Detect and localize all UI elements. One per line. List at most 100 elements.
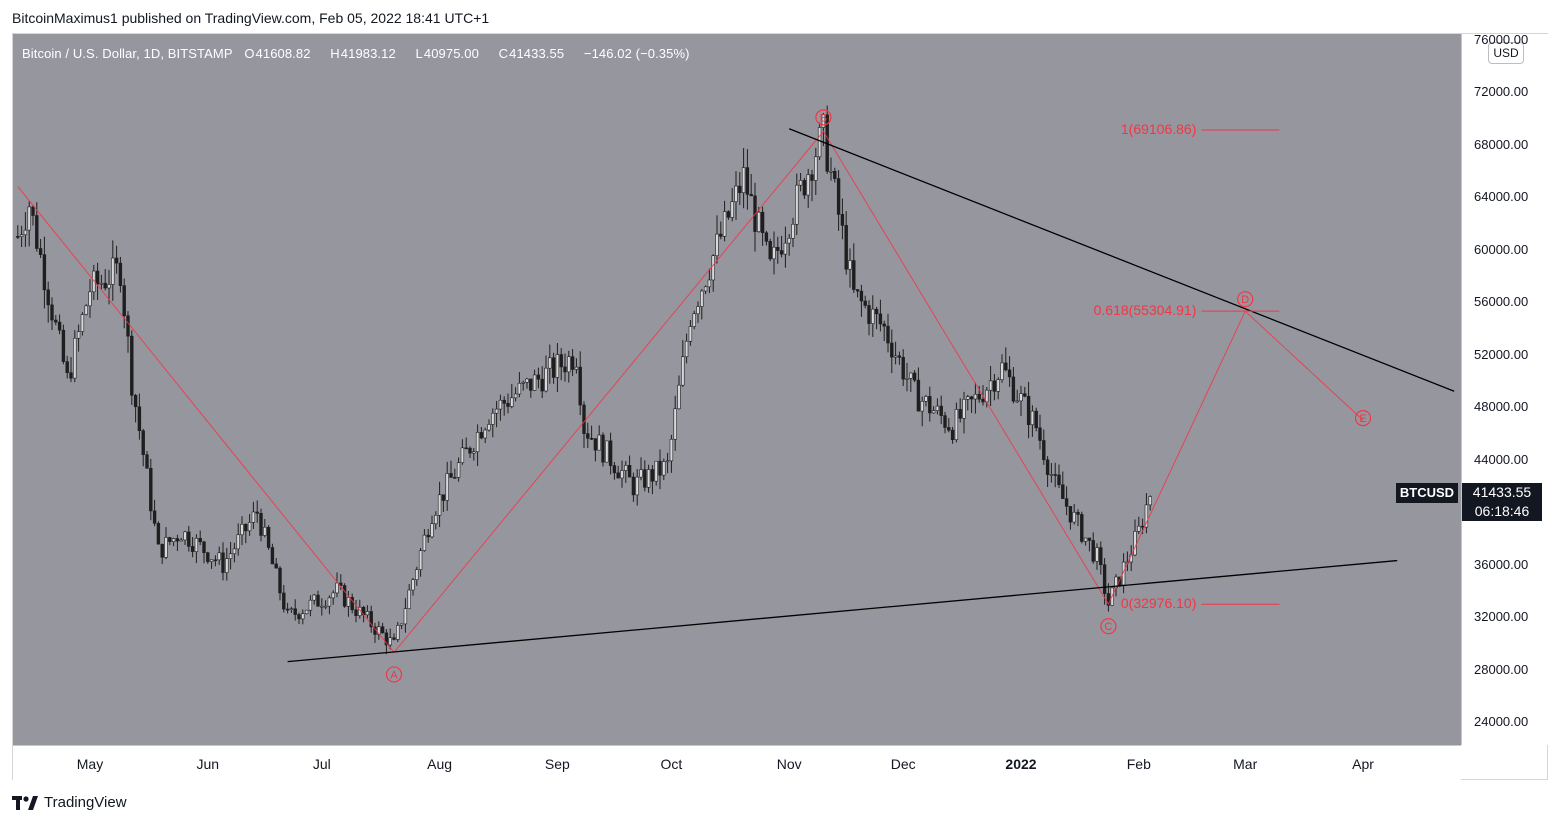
candle <box>316 590 320 607</box>
candle <box>453 468 457 479</box>
candle <box>650 465 655 495</box>
candle <box>529 378 533 398</box>
candle <box>31 205 35 226</box>
candle <box>57 314 62 335</box>
candle <box>536 367 541 389</box>
candle <box>259 508 263 542</box>
candle <box>141 428 145 467</box>
candle <box>1099 541 1103 575</box>
candle <box>289 606 294 613</box>
candle <box>681 340 685 388</box>
candle <box>415 566 419 586</box>
candle <box>194 534 199 564</box>
candle <box>559 348 563 381</box>
candle <box>76 324 81 352</box>
candle <box>198 530 202 546</box>
candle <box>342 583 347 608</box>
candle <box>665 452 670 474</box>
candle <box>612 461 617 480</box>
time-axis[interactable] <box>13 745 1461 780</box>
candle <box>331 590 335 605</box>
candle <box>456 457 461 482</box>
candle <box>297 612 301 625</box>
candle <box>175 534 180 551</box>
candle <box>730 188 734 222</box>
wave-label-circle <box>1100 618 1117 635</box>
tradingview-brand[interactable]: TradingView <box>12 794 127 811</box>
candle <box>19 225 24 247</box>
candle <box>852 243 856 293</box>
candle <box>1015 389 1019 403</box>
candle <box>878 299 883 332</box>
candle <box>969 395 974 414</box>
candle <box>114 245 119 274</box>
candle <box>247 514 252 536</box>
candle <box>589 425 594 440</box>
candle <box>323 600 328 610</box>
candle <box>715 215 719 264</box>
candle <box>464 437 468 450</box>
candle <box>1087 537 1092 552</box>
candle <box>1064 486 1069 516</box>
candle <box>23 212 28 247</box>
candle <box>677 375 681 410</box>
time-tick-label: Apr <box>1352 756 1374 772</box>
candle <box>871 295 875 337</box>
candle <box>152 499 157 527</box>
candle <box>187 525 191 552</box>
candle <box>236 523 240 556</box>
price-tick-label: 24000.00 <box>1474 714 1529 729</box>
candle <box>525 377 529 389</box>
candle <box>779 235 784 258</box>
candle <box>118 256 123 293</box>
candle <box>643 460 647 492</box>
candle <box>601 432 605 467</box>
candle <box>225 547 229 581</box>
low-label: L <box>415 46 423 61</box>
plot-area[interactable] <box>13 34 1461 745</box>
candle <box>422 529 427 552</box>
high-value: 41983.12 <box>340 46 396 61</box>
candle <box>434 511 438 530</box>
candle <box>555 342 560 392</box>
candle <box>890 329 894 374</box>
candle <box>757 206 761 233</box>
publisher-line: BitcoinMaximus1 published on TradingView… <box>12 10 490 26</box>
candle <box>586 422 590 448</box>
candle <box>597 425 601 451</box>
price-axis[interactable] <box>1461 34 1548 745</box>
candle <box>909 372 913 392</box>
candle <box>513 387 518 402</box>
candle <box>179 537 183 542</box>
candle <box>966 394 970 411</box>
candle <box>688 320 693 346</box>
candle <box>833 167 837 183</box>
candle <box>912 370 917 383</box>
candle <box>931 406 936 414</box>
candle <box>582 401 586 449</box>
candle <box>1148 495 1152 511</box>
fib-level-label: 0.618(55304.91) <box>1094 302 1197 318</box>
candle <box>149 458 153 521</box>
open-value: 41608.82 <box>255 46 311 61</box>
candle <box>810 169 814 202</box>
candle <box>430 515 434 539</box>
brand-name: TradingView <box>44 794 127 811</box>
wave-label-circle <box>1354 410 1372 427</box>
candle <box>570 349 575 376</box>
candle <box>631 472 636 502</box>
candle <box>616 465 620 479</box>
candle <box>80 312 85 336</box>
currency-button[interactable]: USD <box>1488 42 1524 64</box>
candle <box>1061 471 1065 499</box>
candle <box>1030 405 1035 437</box>
wave-label-circle <box>815 109 832 126</box>
time-tick-label: May <box>76 756 104 772</box>
candle <box>639 457 643 481</box>
candle <box>65 355 69 379</box>
candle <box>855 289 860 298</box>
candle <box>517 372 522 398</box>
candle <box>749 173 753 197</box>
candle <box>544 355 548 393</box>
